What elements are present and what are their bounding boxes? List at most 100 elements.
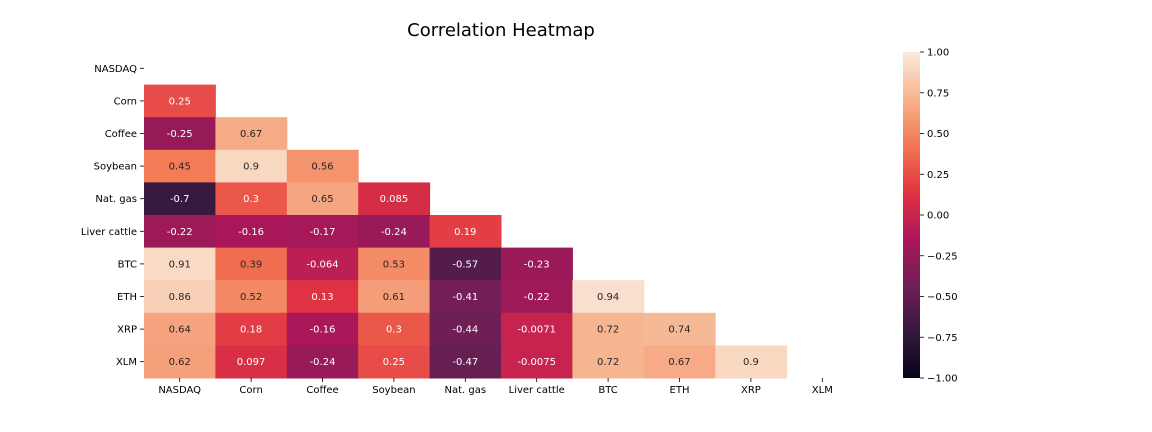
heatmap-cell-label-9-5: -0.0075 (517, 357, 556, 368)
heatmap-cell-label-5-3: -0.24 (381, 227, 407, 238)
heatmap-cell-6-5 (501, 247, 573, 281)
heatmap-cell-label-1-0: 0.25 (169, 96, 191, 107)
heatmap-cell-9-5 (501, 345, 573, 379)
heatmap-cell-label-7-3: 0.61 (383, 292, 405, 303)
heatmap-cell-9-7 (643, 345, 716, 379)
col-tick-label-9: XLM (812, 385, 833, 396)
col-tick-label-4: Nat. gas (445, 385, 487, 396)
heatmap-cell-label-7-2: 0.13 (311, 292, 333, 303)
colorbar-gradient (903, 52, 920, 378)
row-tick-label-0: NASDAQ (94, 64, 137, 75)
row-tick-label-4: Nat. gas (95, 194, 137, 205)
heatmap-cell-8-1 (215, 312, 288, 346)
row-tick-label-2: Coffee (105, 129, 137, 140)
colorbar-tick-label-7: −0.75 (927, 333, 958, 344)
row-tick-label-3: Soybean (94, 162, 137, 173)
heatmap-cell-label-8-1: 0.18 (240, 325, 262, 336)
heatmap-cell-label-8-0: 0.64 (169, 325, 191, 336)
heatmap-cell-5-3 (358, 215, 431, 249)
colorbar-tick-label-8: −1.00 (927, 374, 958, 385)
row-tick-label-1: Corn (114, 96, 137, 107)
row-tick-label-7: ETH (117, 292, 137, 303)
col-tick-label-0: NASDAQ (158, 385, 201, 396)
heatmap-cell-9-6 (572, 345, 645, 379)
col-tick-label-8: XRP (741, 385, 761, 396)
heatmap-cell-5-4 (429, 215, 502, 249)
colorbar-tick-label-1: 0.75 (927, 88, 949, 99)
heatmap-cell-7-6 (572, 280, 645, 314)
colorbar-tick-label-0: 1.00 (927, 48, 949, 59)
heatmap-cell-label-6-4: -0.57 (452, 259, 478, 270)
heatmap-cell-label-2-1: 0.67 (240, 129, 262, 140)
heatmap-cell-label-8-7: 0.74 (668, 325, 690, 336)
heatmap-cell-6-3 (358, 247, 431, 281)
heatmap-cell-5-1 (215, 215, 288, 249)
heatmap-cell-6-0 (144, 247, 216, 281)
row-tick-label-6: BTC (118, 259, 137, 270)
heatmap-cells: 0.25 -0.25 0.67 0.45 0.9 0.56 -0.7 0.3 0.65 0.085… (144, 84, 788, 379)
heatmap-cell-7-3 (358, 280, 431, 314)
colorbar-tick-label-6: −0.50 (927, 292, 958, 303)
col-tick-label-3: Soybean (372, 385, 415, 396)
heatmap-cell-8-4 (429, 312, 502, 346)
heatmap-cell-6-4 (429, 247, 502, 281)
heatmap-cell-9-3 (358, 345, 431, 379)
heatmap-cell-5-0 (144, 215, 216, 249)
heatmap-cell-5-2 (286, 215, 359, 249)
col-tick-label-7: ETH (670, 385, 690, 396)
heatmap-cell-8-2 (286, 312, 359, 346)
heatmap-cell-label-5-1: -0.16 (238, 227, 264, 238)
heatmap-cell-8-3 (358, 312, 431, 346)
colorbar-tick-label-2: 0.50 (927, 129, 949, 140)
row-tick-label-8: XRP (117, 325, 137, 336)
heatmap-cell-label-8-5: -0.0071 (517, 325, 556, 336)
heatmap-cell-7-5 (501, 280, 573, 314)
heatmap-cell-label-9-7: 0.67 (668, 357, 690, 368)
heatmap-cell-2-1 (215, 117, 288, 151)
heatmap-cell-8-6 (572, 312, 645, 346)
heatmap-cell-label-8-3: 0.3 (386, 325, 402, 336)
heatmap-cell-label-9-1: 0.097 (237, 357, 266, 368)
row-tick-label-5: Liver cattle (81, 227, 137, 238)
heatmap-cell-label-9-8: 0.9 (743, 357, 759, 368)
col-tick-label-1: Corn (239, 385, 262, 396)
heatmap-cell-label-3-2: 0.56 (311, 162, 333, 173)
heatmap-cell-label-9-4: -0.47 (452, 357, 478, 368)
heatmap-cell-label-9-6: 0.72 (597, 357, 619, 368)
heatmap-cell-label-6-2: -0.064 (306, 259, 338, 270)
heatmap-cell-3-0 (144, 149, 216, 183)
colorbar-ticks: 1.00 0.75 0.50 0.25 0.00 −0.25 −0.50 −0.75 −1.00 (920, 48, 958, 385)
heatmap-cell-1-0 (144, 84, 216, 118)
heatmap-cell-9-8 (715, 345, 788, 379)
chart-title: Correlation Heatmap (407, 20, 595, 41)
heatmap-cell-label-9-3: 0.25 (383, 357, 405, 368)
heatmap-cell-6-2 (286, 247, 359, 281)
heatmap-cell-label-5-0: -0.22 (167, 227, 193, 238)
heatmap-cell-label-3-1: 0.9 (243, 162, 259, 173)
heatmap-cell-label-4-0: -0.7 (170, 194, 190, 205)
heatmap-cell-label-8-4: -0.44 (452, 325, 478, 336)
heatmap-cell-8-0 (144, 312, 216, 346)
colorbar-tick-label-3: 0.25 (927, 170, 949, 181)
heatmap-cell-label-4-3: 0.085 (380, 194, 409, 205)
heatmap-cell-label-7-6: 0.94 (597, 292, 619, 303)
heatmap-cell-7-4 (429, 280, 502, 314)
colorbar-tick-label-4: 0.00 (927, 211, 949, 222)
heatmap-cell-label-3-0: 0.45 (169, 162, 191, 173)
heatmap-cell-8-5 (501, 312, 573, 346)
heatmap-cell-label-2-0: -0.25 (167, 129, 193, 140)
colorbar-tick-label-5: −0.25 (927, 251, 958, 262)
heatmap-cell-label-6-3: 0.53 (383, 259, 405, 270)
heatmap-cell-9-0 (144, 345, 216, 379)
heatmap-cell-label-6-0: 0.91 (169, 259, 191, 270)
heatmap-cell-9-1 (215, 345, 288, 379)
heatmap-cell-9-2 (286, 345, 359, 379)
heatmap-cell-label-7-4: -0.41 (452, 292, 478, 303)
col-tick-label-5: Liver cattle (509, 385, 565, 396)
heatmap-cell-7-2 (286, 280, 359, 314)
heatmap-cell-label-4-2: 0.65 (311, 194, 333, 205)
heatmap-cell-label-9-2: -0.24 (310, 357, 336, 368)
col-tick-label-6: BTC (598, 385, 617, 396)
heatmap-cell-label-6-1: 0.39 (240, 259, 262, 270)
